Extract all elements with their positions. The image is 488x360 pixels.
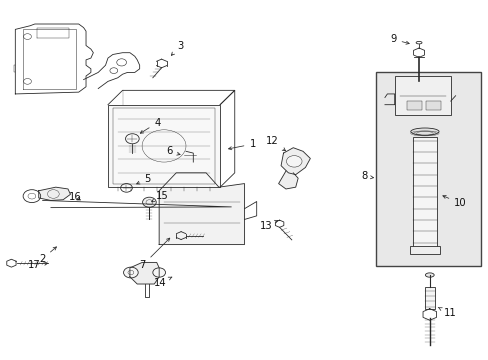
Text: 6: 6: [165, 146, 180, 156]
Circle shape: [286, 156, 302, 167]
Bar: [409, 246, 439, 253]
Circle shape: [123, 267, 138, 278]
Ellipse shape: [425, 273, 433, 277]
Bar: [406, 101, 421, 110]
Bar: [426, 101, 440, 110]
Text: 17: 17: [28, 260, 47, 270]
Circle shape: [153, 268, 165, 277]
Bar: [412, 137, 436, 248]
Ellipse shape: [410, 128, 438, 135]
Text: 9: 9: [389, 35, 408, 44]
Polygon shape: [39, 187, 70, 201]
Text: 1: 1: [228, 139, 255, 150]
Text: 14: 14: [154, 277, 171, 288]
Polygon shape: [278, 171, 298, 189]
Bar: [375, 72, 480, 266]
Polygon shape: [281, 148, 310, 175]
Text: 3: 3: [171, 41, 183, 55]
Text: 10: 10: [442, 195, 466, 208]
Polygon shape: [159, 173, 244, 244]
Bar: [394, 76, 450, 116]
Text: 5: 5: [136, 174, 151, 184]
Text: 12: 12: [265, 136, 285, 151]
Bar: [113, 108, 215, 184]
Bar: [108, 105, 220, 187]
Text: 13: 13: [260, 220, 278, 230]
Text: 4: 4: [140, 118, 160, 133]
Text: 2: 2: [39, 247, 56, 264]
Circle shape: [142, 197, 156, 207]
Text: 8: 8: [361, 171, 373, 181]
Text: 16: 16: [68, 192, 81, 202]
Text: 11: 11: [437, 307, 455, 318]
Polygon shape: [130, 262, 159, 284]
Text: 15: 15: [151, 191, 168, 202]
Bar: [424, 287, 434, 309]
Text: 7: 7: [140, 238, 169, 270]
